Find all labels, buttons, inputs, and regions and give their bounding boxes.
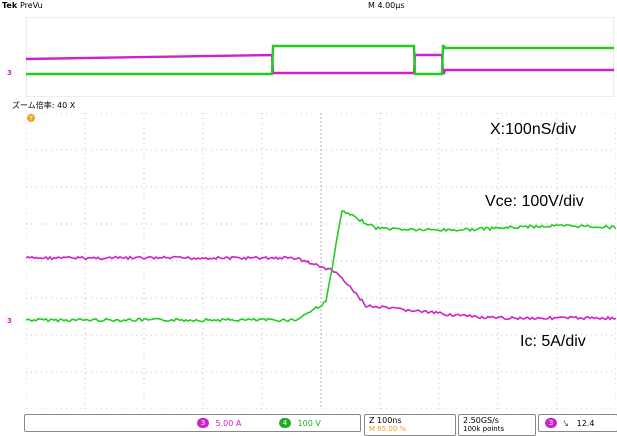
overview-waveform[interactable] (26, 17, 614, 97)
zoom-graticule[interactable] (26, 113, 616, 409)
vce-scale-annotation: Vce: 100V/div (485, 193, 584, 210)
zoom-readout-box[interactable]: Z 100ns M 65.00 % (364, 414, 456, 436)
x-scale-annotation: X:100nS/div (490, 121, 577, 138)
brand-label: Tek PreVu (2, 1, 43, 10)
brand-name: Tek (2, 1, 18, 10)
ch3-overview-marker: 3 (7, 69, 12, 77)
vce-waveform-trace (26, 210, 616, 323)
channel-readout-box[interactable]: 3 5.00 A 4 100 V (24, 414, 361, 432)
zoom-time: Z 100ns (369, 416, 402, 425)
trigger-readout-box[interactable]: 3 ⤥ 12.4 (538, 414, 617, 432)
trigger-channel-chip: 3 (545, 418, 557, 428)
trigger-slope-icon: ⤥ (563, 418, 569, 428)
ch4-chip: 4 (279, 418, 291, 428)
ch3-scale: 5.00 A (215, 418, 242, 428)
acquisition-readout-box[interactable]: 2.50GS/s 100k points (458, 414, 536, 436)
record-length: 100k points (463, 425, 505, 433)
ch3-readout[interactable]: 3 5.00 A (197, 418, 241, 428)
ch4-readout[interactable]: 4 100 V (279, 418, 321, 428)
zoom-factor-label: ズーム倍率: 40 X (12, 101, 76, 110)
scope-header: Tek PreVu M 4.00µs (0, 0, 617, 12)
sample-rate: 2.50GS/s (463, 416, 499, 425)
ic-scale-annotation: Ic: 5A/div (520, 333, 586, 350)
ch3-zoom-marker: 3 (7, 317, 12, 325)
graticule-lines (26, 113, 616, 409)
trigger-level: 12.4 (576, 418, 595, 428)
overview-vce-trace (26, 44, 614, 76)
zoom-trigger-icon[interactable]: T (26, 113, 36, 123)
zoom-percent: M 65.00 % (369, 425, 407, 433)
horizontal-scale-readout: M 4.00µs (368, 1, 405, 10)
zoom-trigger-letter: T (28, 116, 33, 123)
ic-waveform-trace (26, 255, 616, 321)
ch4-scale: 100 V (297, 418, 321, 428)
status-bar: 3 5.00 A 4 100 V Z 100ns M 65.00 % 2.50G… (24, 412, 617, 436)
acquisition-mode: PreVu (19, 1, 43, 10)
ch3-chip: 3 (197, 418, 209, 428)
